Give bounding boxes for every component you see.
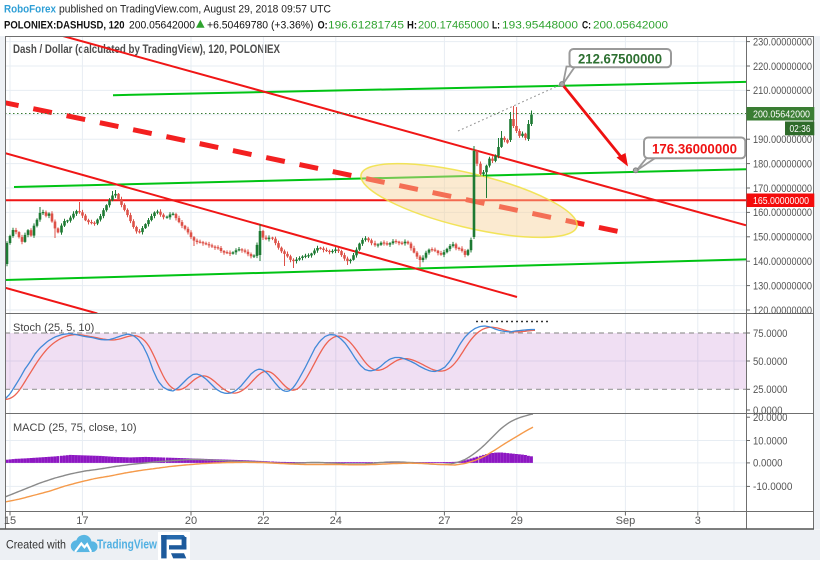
svg-text:140.00000000: 140.00000000 (753, 256, 812, 268)
svg-text:150.00000000: 150.00000000 (753, 232, 812, 244)
svg-text:200.05642000: 200.05642000 (593, 20, 668, 32)
svg-text:10.0000: 10.0000 (753, 435, 787, 447)
svg-text:210.00000000: 210.00000000 (753, 85, 812, 97)
svg-text:20.0000: 20.0000 (753, 412, 787, 424)
svg-text:02:36: 02:36 (790, 123, 811, 135)
svg-text:Sep: Sep (616, 515, 636, 527)
svg-text:180.00000000: 180.00000000 (753, 158, 812, 170)
svg-text:130.00000000: 130.00000000 (753, 280, 812, 292)
svg-text:193.95448000: 193.95448000 (502, 20, 578, 32)
svg-text:24: 24 (330, 515, 342, 527)
svg-text:200.05642000: 200.05642000 (753, 109, 810, 121)
svg-text:29: 29 (511, 515, 523, 527)
svg-text:0.0000: 0.0000 (753, 405, 783, 417)
svg-text:O:: O: (318, 20, 328, 32)
svg-text:196.61281745: 196.61281745 (328, 20, 404, 32)
svg-text:200.17465000: 200.17465000 (418, 20, 489, 32)
svg-text:230.00000000: 230.00000000 (753, 36, 812, 48)
svg-text:160.00000000: 160.00000000 (753, 207, 812, 219)
svg-text:176.36000000: 176.36000000 (652, 142, 737, 157)
svg-text:165.00000000: 165.00000000 (753, 195, 809, 207)
svg-text:170.00000000: 170.00000000 (753, 183, 812, 195)
svg-text:L:: L: (492, 20, 500, 32)
svg-text:POLONIEX:DASHUSD, 120: POLONIEX:DASHUSD, 120 (4, 20, 125, 32)
svg-text:H:: H: (407, 20, 417, 32)
svg-text:Stoch (25, 5, 10): Stoch (25, 5, 10) (13, 322, 94, 334)
svg-text:15: 15 (4, 515, 16, 527)
svg-text:190.00000000: 190.00000000 (753, 134, 812, 146)
svg-text:RoboForex: RoboForex (4, 4, 57, 16)
svg-text:TradingView: TradingView (97, 537, 157, 552)
svg-text:Dash / Dollar (calculated by T: Dash / Dollar (calculated by TradingView… (13, 42, 281, 56)
svg-text:120.00000000: 120.00000000 (753, 305, 812, 317)
svg-text:-10.0000: -10.0000 (753, 481, 792, 493)
svg-text:220.00000000: 220.00000000 (753, 61, 812, 73)
svg-text:50.0000: 50.0000 (753, 356, 787, 368)
svg-text:0.0000: 0.0000 (753, 458, 783, 470)
svg-text:Created with: Created with (6, 538, 66, 552)
svg-text:22: 22 (257, 515, 269, 527)
svg-text:published on TradingView.com,: published on TradingView.com, August 29,… (59, 4, 331, 16)
svg-text:27: 27 (438, 515, 450, 527)
svg-text:212.67500000: 212.67500000 (578, 51, 662, 66)
svg-text:C:: C: (582, 20, 591, 32)
svg-text:20: 20 (185, 515, 197, 527)
svg-text:+6.50469780 (+3.36%): +6.50469780 (+3.36%) (207, 20, 314, 32)
svg-text:3: 3 (695, 515, 701, 527)
svg-text:75.0000: 75.0000 (753, 328, 787, 340)
svg-text:MACD (25, 75, close, 10): MACD (25, 75, close, 10) (13, 422, 137, 434)
svg-text:17: 17 (76, 515, 88, 527)
svg-text:25.0000: 25.0000 (753, 384, 787, 396)
svg-text:200.05642000: 200.05642000 (129, 20, 195, 32)
